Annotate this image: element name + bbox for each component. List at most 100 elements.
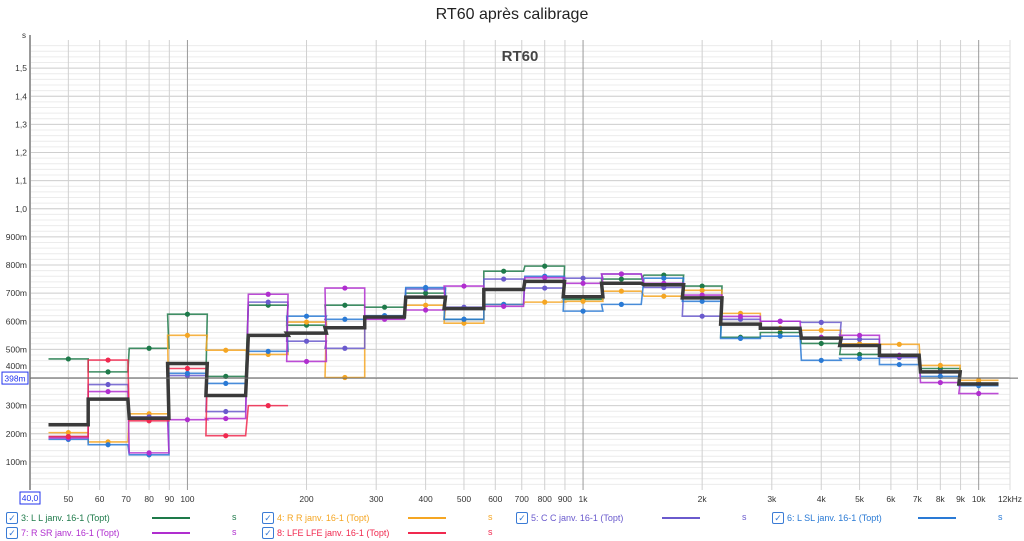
data-point: [777, 333, 783, 339]
rt60-chart[interactable]: 100m 200m 300m 400m 500m 600m 700m 800m 900m 1,0 1…: [0, 0, 1024, 510]
legend-item[interactable]: ✓ 4: R R janv. 16-1 (Topt): [262, 511, 369, 524]
data-point: [223, 408, 229, 415]
legend-swatch: [918, 517, 956, 519]
data-point: [461, 320, 467, 326]
data-point: [618, 301, 624, 307]
checkbox-checked-icon[interactable]: ✓: [6, 526, 18, 539]
y-tick-label: 1,0: [15, 204, 27, 214]
data-point: [856, 351, 863, 358]
checkbox-checked-icon[interactable]: ✓: [262, 526, 274, 539]
checkbox-checked-icon[interactable]: ✓: [772, 511, 784, 524]
data-point: [976, 390, 982, 397]
y-tick-label: 100m: [6, 457, 27, 467]
legend-label: 5: C C janv. 16-1 (Topt): [531, 512, 624, 523]
data-point: [423, 302, 429, 308]
y-tick-label: 1,1: [15, 176, 27, 186]
data-point: [342, 345, 348, 351]
legend-swatch: [662, 517, 700, 519]
y-tick-label: 400m: [6, 361, 27, 371]
data-point: [223, 415, 229, 422]
y-tick-label: 900m: [6, 232, 27, 242]
legend-label: 3: L L janv. 16-1 (Topt): [21, 512, 110, 523]
data-point: [501, 276, 507, 282]
data-point: [818, 340, 824, 347]
data-point: [896, 361, 902, 368]
data-point: [542, 299, 548, 305]
data-point: [542, 275, 548, 281]
data-point: [542, 285, 548, 291]
data-point: [265, 291, 271, 297]
legend-item[interactable]: ✓ 7: R SR janv. 16-1 (Topt): [6, 526, 119, 539]
x-tick-label: 100: [180, 494, 194, 504]
data-point: [699, 298, 705, 304]
x-tick-label: 9k: [956, 494, 966, 504]
y-tick-label: 1,4: [15, 91, 27, 101]
cursor-x-label: 40,0: [22, 493, 39, 503]
checkbox-checked-icon[interactable]: ✓: [516, 511, 528, 524]
data-point: [618, 276, 624, 282]
x-tick-label: 7k: [913, 494, 923, 504]
data-point: [265, 299, 271, 305]
x-tick-label: 4k: [817, 494, 827, 504]
data-point: [265, 403, 271, 409]
data-point: [65, 433, 71, 440]
x-tick-label: 12kHz: [998, 494, 1022, 504]
data-point: [818, 357, 824, 363]
average-series-line: [48, 279, 999, 427]
data-point: [105, 357, 111, 363]
data-point: [105, 381, 111, 388]
data-point: [184, 332, 191, 338]
y-tick-label: 1,2: [15, 148, 27, 158]
legend-unit: s: [488, 527, 493, 537]
data-point: [423, 284, 429, 291]
y-tick-label: 200m: [6, 429, 27, 439]
data-point: [184, 365, 191, 372]
data-point: [146, 450, 152, 456]
data-point: [937, 379, 943, 386]
x-tick-label: 700: [515, 494, 529, 504]
y-tick-label: 600m: [6, 316, 27, 326]
data-point: [184, 311, 191, 317]
data-point: [303, 319, 310, 325]
legend-swatch: [152, 517, 190, 519]
legend-label: 7: R SR janv. 16-1 (Topt): [21, 527, 120, 538]
legend-item[interactable]: ✓ 6: L SL janv. 16-1 (Topt): [772, 511, 882, 524]
legend-item[interactable]: ✓ 8: LFE LFE janv. 16-1 (Topt): [262, 526, 389, 539]
data-point: [856, 336, 863, 342]
legend-unit: s: [232, 512, 237, 522]
checkbox-checked-icon[interactable]: ✓: [6, 511, 18, 524]
y-tick-label: 1,3: [15, 119, 27, 129]
x-tick-label: 400: [419, 494, 433, 504]
legend-item[interactable]: ✓ 3: L L janv. 16-1 (Topt): [6, 511, 110, 524]
legend-swatch: [152, 532, 190, 534]
x-tick-label: 1k: [579, 494, 589, 504]
data-point: [818, 319, 824, 325]
data-point: [461, 283, 467, 289]
cursor-y-label: 398m: [4, 374, 25, 384]
data-point: [184, 370, 191, 376]
data-point: [223, 347, 229, 353]
data-point: [580, 298, 586, 304]
x-tick-label: 6k: [886, 494, 896, 504]
legend-label: 8: LFE LFE janv. 16-1 (Topt): [277, 527, 390, 538]
x-tick-label: 200: [299, 494, 313, 504]
data-point: [618, 271, 624, 277]
data-point: [937, 362, 943, 369]
y-tick-label: 700m: [6, 288, 27, 298]
y-axis-unit: s: [22, 31, 26, 40]
legend-unit: s: [232, 527, 237, 537]
checkbox-checked-icon[interactable]: ✓: [262, 511, 274, 524]
data-point: [461, 316, 467, 322]
data-point: [265, 348, 271, 354]
x-tick-label: 3k: [767, 494, 777, 504]
data-point: [661, 293, 667, 299]
data-point: [501, 303, 507, 309]
x-tick-label: 800: [538, 494, 552, 504]
data-point: [501, 268, 507, 274]
y-tick-label: 800m: [6, 260, 27, 270]
legend-item[interactable]: ✓ 5: C C janv. 16-1 (Topt): [516, 511, 623, 524]
data-point: [737, 335, 744, 342]
data-point: [699, 313, 705, 319]
data-point: [777, 318, 783, 324]
x-tick-label: 5k: [855, 494, 865, 504]
